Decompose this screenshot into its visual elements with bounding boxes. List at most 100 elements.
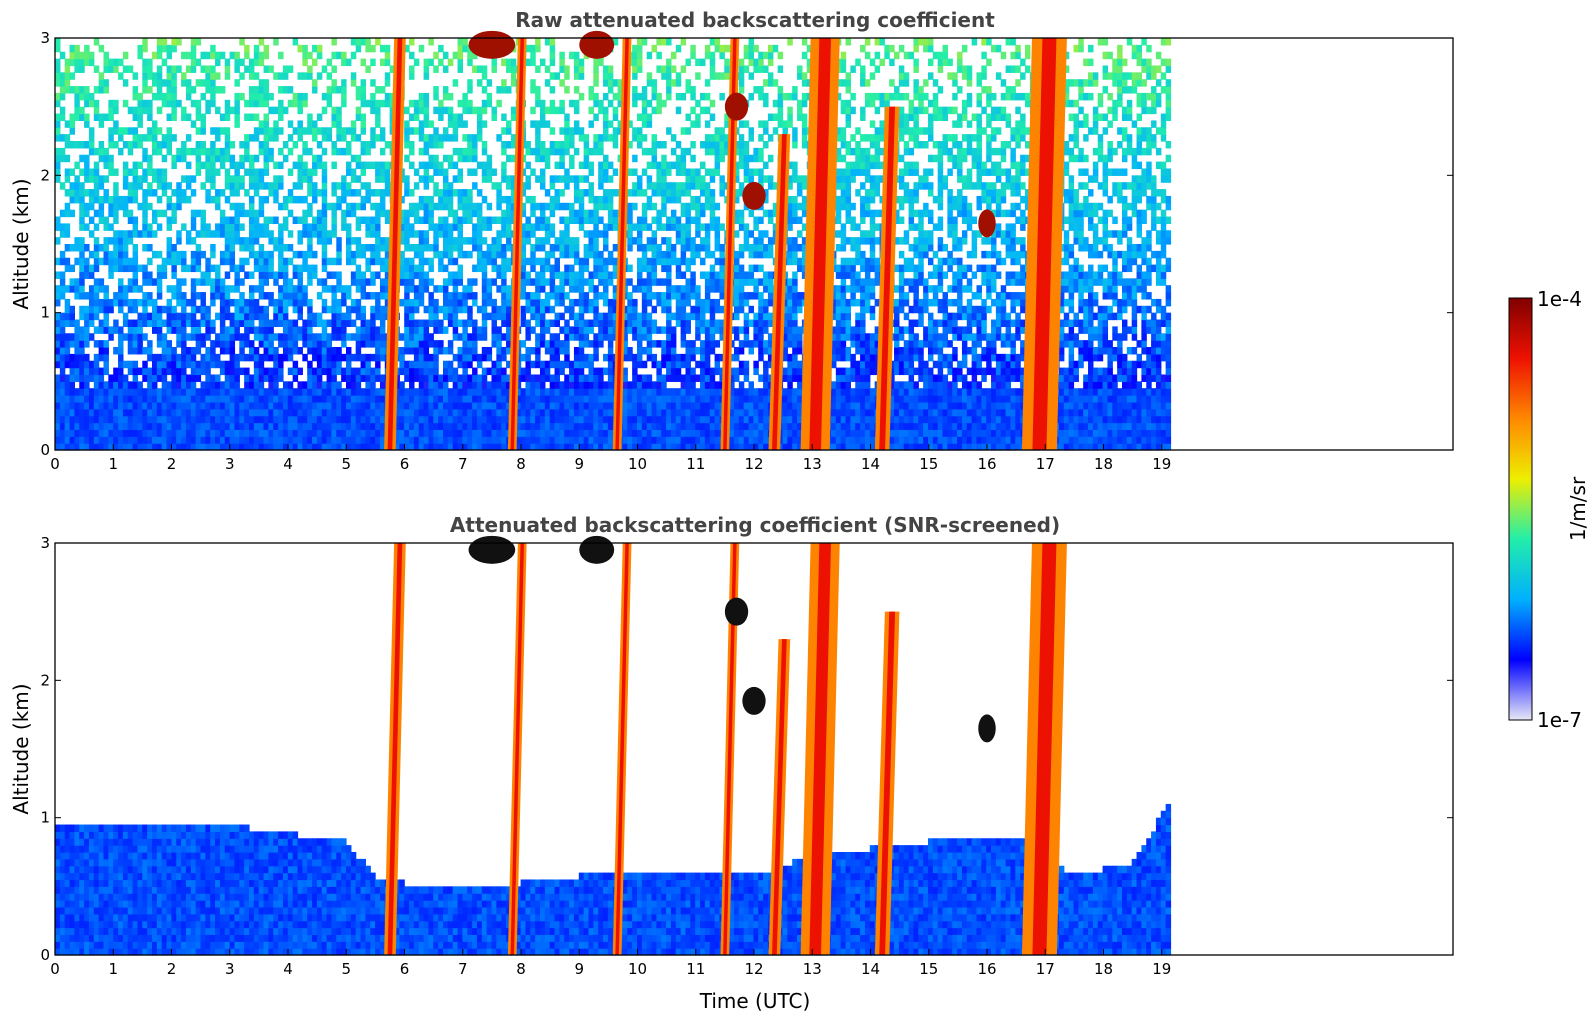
heatmap-cell (578, 422, 585, 430)
heatmap-cell (530, 244, 536, 252)
heatmap-cell (481, 250, 488, 259)
heatmap-cell (666, 278, 672, 286)
heatmap-cell (229, 326, 236, 334)
heatmap-cell (307, 298, 313, 307)
heatmap-cell (520, 367, 527, 376)
heatmap-cell (229, 257, 236, 266)
heatmap-cell (578, 367, 585, 376)
heatmap-cell (132, 106, 139, 115)
heatmap-cell (302, 422, 308, 430)
heatmap-cell (64, 340, 71, 348)
heatmap-cell (525, 401, 531, 410)
heatmap-cell (603, 65, 609, 73)
heatmap-cell (559, 154, 565, 163)
heatmap-cell (554, 202, 560, 211)
heatmap-cell (297, 436, 303, 444)
heatmap-cell (486, 223, 493, 231)
heatmap-cell (132, 401, 139, 410)
heatmap-cell (399, 429, 405, 437)
heatmap-cell (544, 436, 551, 444)
heatmap-cell (573, 401, 580, 410)
heatmap-cell (122, 237, 129, 245)
heatmap-cell (506, 141, 512, 149)
heatmap-cell (253, 436, 260, 444)
heatmap-cell (559, 79, 565, 87)
heatmap-cell (573, 106, 580, 115)
heatmap-cell (539, 264, 546, 273)
heatmap-cell (544, 237, 551, 245)
heatmap-cell (249, 388, 255, 396)
heatmap-cell (418, 353, 425, 362)
heatmap-cell (268, 292, 274, 300)
heatmap-cell (409, 415, 415, 424)
heatmap-cell (447, 161, 454, 170)
heatmap-cell (224, 134, 231, 142)
heatmap-cell (365, 182, 371, 190)
heatmap-cell (171, 189, 177, 197)
heatmap-cell (59, 367, 66, 376)
heatmap-cell (413, 326, 420, 334)
heatmap-cell (641, 388, 648, 396)
heatmap-cell (569, 415, 575, 424)
heatmap-cell (428, 408, 434, 417)
heatmap-cell (185, 333, 192, 341)
heatmap-cell (346, 244, 352, 252)
heatmap-cell (588, 230, 594, 238)
heatmap-cell (491, 319, 497, 327)
heatmap-cell (549, 381, 556, 389)
heatmap-cell (55, 285, 61, 293)
heatmap-cell (88, 147, 95, 156)
heatmap-cell (152, 408, 158, 417)
heatmap-cell (273, 244, 279, 252)
heatmap-cell (564, 250, 570, 259)
heatmap-cell (307, 230, 313, 238)
heatmap-cell (268, 333, 274, 341)
heatmap-cell (525, 141, 531, 149)
heatmap-cell (108, 326, 114, 334)
heatmap-cell (88, 408, 95, 417)
heatmap-cell (137, 141, 143, 149)
heatmap-cell (113, 395, 119, 403)
heatmap-cell (234, 58, 240, 67)
heatmap-cell (152, 326, 158, 334)
heatmap-cell (496, 401, 502, 410)
heatmap-cell (447, 312, 454, 321)
heatmap-cell (88, 443, 95, 451)
heatmap-cell (253, 223, 260, 231)
heatmap-cell (253, 285, 260, 293)
heatmap-cell (321, 161, 328, 170)
heatmap-cell (113, 443, 119, 451)
heatmap-cell (404, 395, 410, 403)
heatmap-cell (122, 161, 129, 170)
heatmap-cell (210, 340, 216, 348)
heatmap-cell (525, 367, 531, 376)
heatmap-cell (438, 381, 444, 389)
heatmap-cell (287, 209, 294, 218)
heatmap-cell (636, 230, 643, 238)
heatmap-cell (404, 292, 410, 300)
heatmap-cell (258, 436, 265, 444)
heatmap-cell (438, 202, 444, 211)
heatmap-cell (496, 333, 502, 341)
heatmap-cell (326, 202, 333, 211)
heatmap-cell (161, 44, 168, 53)
heatmap-cell (287, 230, 294, 238)
heatmap-cell (612, 257, 619, 266)
heatmap-cell (409, 189, 415, 197)
heatmap-cell (98, 388, 105, 396)
heatmap-cell (74, 44, 80, 53)
heatmap-cell (292, 436, 299, 444)
heatmap-cell (418, 216, 425, 224)
heatmap-cell (210, 195, 216, 204)
heatmap-cell (336, 415, 342, 424)
heatmap-cell (190, 422, 197, 430)
heatmap-cell (161, 333, 168, 341)
heatmap-cell (472, 154, 478, 163)
heatmap-cell (297, 127, 303, 135)
heatmap-cell (539, 223, 546, 231)
heatmap-cell (278, 264, 284, 273)
heatmap-cell (491, 216, 497, 224)
heatmap-cell (55, 120, 61, 128)
heatmap-cell (564, 360, 570, 369)
heatmap-cell (224, 127, 231, 135)
